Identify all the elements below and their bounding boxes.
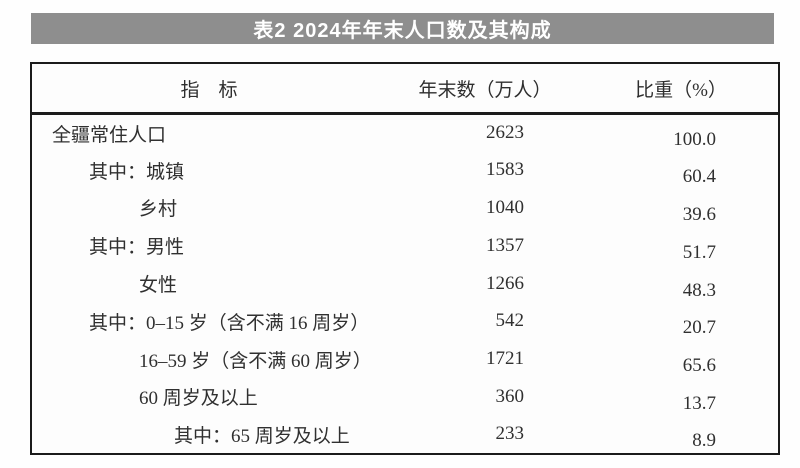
cell-value: 39.6 bbox=[682, 203, 716, 225]
cell-value: 51.7 bbox=[682, 241, 716, 263]
cell-value: 20.7 bbox=[682, 317, 716, 339]
indicator-cell: 乡村 bbox=[139, 199, 178, 221]
table-row: 乡村 1040 39.6 bbox=[31, 189, 779, 227]
year-end-cell: 1583 bbox=[386, 151, 584, 189]
year-end-cell: 1357 bbox=[386, 227, 584, 265]
table-row: 其中：0–15 岁（含不满 16 周岁） 542 20.7 bbox=[31, 302, 779, 340]
indicator-cell: 其中：男性 bbox=[89, 237, 185, 259]
cell-value: 360 bbox=[495, 385, 525, 407]
share-cell: 100.0 bbox=[584, 114, 779, 152]
cell-value: 1266 bbox=[486, 272, 524, 294]
indicator-cell: 其中：城镇 bbox=[89, 161, 185, 183]
share-cell: 39.6 bbox=[584, 189, 779, 227]
cell-value: 1357 bbox=[486, 234, 524, 256]
cell-value: 1583 bbox=[486, 159, 524, 181]
table-header-row: 指 标 年末数（万人） 比重（%） bbox=[31, 63, 779, 115]
table-row: 16–59 岁（含不满 60 周岁） 1721 65.6 bbox=[31, 340, 779, 378]
table-title: 表2 2024年年末人口数及其构成 bbox=[253, 20, 552, 42]
share-cell: 13.7 bbox=[584, 378, 779, 416]
year-end-cell: 360 bbox=[386, 378, 584, 416]
cell-value: 8.9 bbox=[692, 430, 716, 452]
share-cell: 20.7 bbox=[584, 302, 779, 340]
table-row: 全疆常住人口 2623 100.0 bbox=[31, 114, 779, 152]
year-end-cell: 2623 bbox=[386, 114, 584, 152]
cell-value: 100.0 bbox=[673, 129, 716, 151]
share-cell: 51.7 bbox=[584, 227, 779, 265]
cell-value: 13.7 bbox=[682, 392, 716, 414]
cell-value: 1721 bbox=[486, 348, 524, 370]
year-end-cell: 1040 bbox=[386, 189, 584, 227]
cell-value: 48.3 bbox=[682, 279, 716, 301]
population-table: 指 标 年末数（万人） 比重（%） 全疆常住人口 2623 100.0 其中：城… bbox=[30, 62, 780, 455]
cell-value: 233 bbox=[495, 423, 525, 445]
year-end-cell: 1721 bbox=[386, 340, 584, 378]
year-end-cell: 542 bbox=[386, 302, 584, 340]
cell-value: 60.4 bbox=[682, 166, 716, 188]
year-end-cell: 1266 bbox=[386, 265, 584, 303]
cell-value: 542 bbox=[495, 310, 525, 332]
table-row: 60 周岁及以上 360 13.7 bbox=[31, 378, 779, 416]
share-cell: 65.6 bbox=[584, 340, 779, 378]
cell-value: 2623 bbox=[486, 122, 524, 144]
share-cell: 8.9 bbox=[584, 416, 779, 454]
table-row: 其中：男性 1357 51.7 bbox=[31, 227, 779, 265]
indicator-cell: 其中：0–15 岁（含不满 16 周岁） bbox=[89, 312, 370, 334]
indicator-cell: 60 周岁及以上 bbox=[139, 388, 258, 410]
cell-value: 1040 bbox=[486, 196, 524, 218]
indicator-cell: 16–59 岁（含不满 60 周岁） bbox=[139, 350, 372, 372]
table-row: 其中：65 周岁及以上 233 8.9 bbox=[31, 416, 779, 454]
cell-value: 65.6 bbox=[682, 355, 716, 377]
share-cell: 60.4 bbox=[584, 151, 779, 189]
column-header-indicator: 指 标 bbox=[31, 63, 386, 115]
indicator-cell: 女性 bbox=[139, 275, 178, 297]
column-header-share: 比重（%） bbox=[584, 63, 779, 115]
indicator-cell: 其中：65 周岁及以上 bbox=[174, 425, 350, 447]
year-end-cell: 233 bbox=[386, 416, 584, 454]
indicator-cell: 全疆常住人口 bbox=[52, 124, 167, 146]
table-row: 其中：城镇 1583 60.4 bbox=[31, 151, 779, 189]
column-header-year-end: 年末数（万人） bbox=[386, 63, 584, 115]
table-row: 女性 1266 48.3 bbox=[31, 265, 779, 303]
table-title-bar: 表2 2024年年末人口数及其构成 bbox=[31, 13, 774, 44]
share-cell: 48.3 bbox=[584, 265, 779, 303]
